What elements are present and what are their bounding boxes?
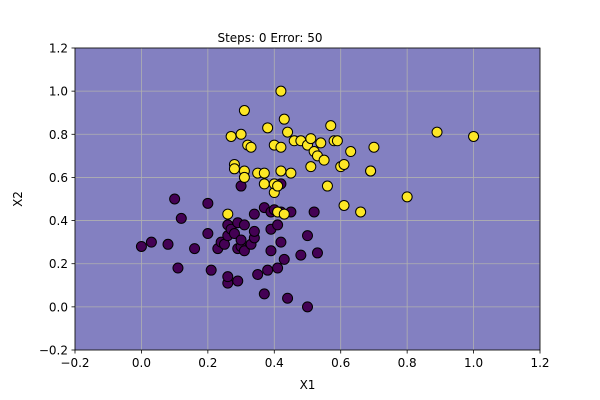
x-tick-label: 0.2 xyxy=(198,356,217,370)
data-point-class-1 xyxy=(315,137,327,149)
data-point-class-1 xyxy=(225,130,237,142)
data-point-class-1 xyxy=(278,113,290,125)
plot-background xyxy=(75,48,540,350)
data-point-class-0 xyxy=(172,262,184,274)
data-point-class-0 xyxy=(169,193,181,205)
x-tick-label: 0.4 xyxy=(265,356,284,370)
y-tick-label: 0.6 xyxy=(49,171,68,185)
x-tick-label: 1.0 xyxy=(464,356,483,370)
data-point-class-0 xyxy=(135,240,147,252)
y-tick-label: 0.4 xyxy=(49,214,68,228)
y-tick-label: −0.2 xyxy=(39,344,68,358)
plot-area: −0.2 0.0 0.2 0.4 0.6 0.8 1.0 1.2 −0.2 0.0 0.2 0.4 0.… xyxy=(39,42,550,371)
data-point-class-0 xyxy=(189,243,201,255)
data-point-class-0 xyxy=(202,228,214,240)
y-tick-label: 1.0 xyxy=(49,85,68,99)
data-point-class-1 xyxy=(258,167,270,179)
x-tick-label: 0.8 xyxy=(398,356,417,370)
y-tick-label: 0.2 xyxy=(49,257,68,271)
data-point-class-1 xyxy=(318,154,330,166)
data-point-class-1 xyxy=(431,126,443,138)
data-point-class-0 xyxy=(235,234,247,246)
data-point-class-1 xyxy=(305,161,317,173)
data-point-class-0 xyxy=(295,249,307,261)
data-point-class-0 xyxy=(258,288,270,300)
data-point-class-0 xyxy=(205,264,217,276)
data-point-class-0 xyxy=(248,225,260,237)
data-point-class-0 xyxy=(248,208,260,220)
data-point-class-0 xyxy=(265,245,277,257)
data-point-class-0 xyxy=(175,212,187,224)
data-point-class-1 xyxy=(325,120,337,132)
data-point-class-1 xyxy=(365,165,377,177)
y-tick-label: 0.8 xyxy=(49,128,68,142)
data-point-class-1 xyxy=(285,167,297,179)
data-point-class-1 xyxy=(222,208,234,220)
data-point-class-0 xyxy=(252,269,264,280)
data-point-class-1 xyxy=(275,141,287,153)
data-point-class-0 xyxy=(272,262,284,274)
data-point-class-0 xyxy=(232,275,244,287)
data-point-class-1 xyxy=(272,180,284,192)
data-point-class-0 xyxy=(302,301,313,313)
data-point-class-0 xyxy=(275,236,287,248)
data-point-class-0 xyxy=(272,219,284,231)
data-point-class-1 xyxy=(238,171,250,183)
data-point-class-1 xyxy=(238,105,250,117)
plot-frame xyxy=(74,47,541,351)
data-point-class-1 xyxy=(275,85,287,97)
chart-title: Steps: 0 Error: 50 xyxy=(217,31,322,45)
data-point-class-1 xyxy=(235,128,247,140)
data-point-class-1 xyxy=(278,208,290,220)
data-point-class-1 xyxy=(401,191,413,203)
data-point-class-0 xyxy=(262,264,274,276)
x-tick-label: 1.2 xyxy=(530,356,549,370)
y-axis-label: X2 xyxy=(11,191,25,207)
y-tick-label: 1.2 xyxy=(49,42,68,56)
data-point-class-0 xyxy=(202,197,214,209)
data-point-class-1 xyxy=(345,146,357,158)
x-tick-label: 0.0 xyxy=(132,356,151,370)
data-point-class-1 xyxy=(368,141,380,153)
data-point-class-1 xyxy=(245,141,257,153)
data-point-class-1 xyxy=(275,165,287,177)
data-point-class-1 xyxy=(258,178,270,190)
data-point-class-0 xyxy=(311,247,323,259)
data-point-class-0 xyxy=(282,292,294,304)
data-point-class-1 xyxy=(338,158,350,170)
data-point-class-0 xyxy=(228,228,240,240)
data-point-class-0 xyxy=(308,206,320,218)
data-point-class-0 xyxy=(145,236,157,248)
x-axis-label: X1 xyxy=(300,378,316,392)
x-tick-label: 0.6 xyxy=(331,356,350,370)
data-point-class-0 xyxy=(222,271,234,283)
data-point-class-1 xyxy=(355,206,367,218)
data-point-class-1 xyxy=(228,163,240,175)
data-point-class-0 xyxy=(302,230,313,242)
data-point-class-1 xyxy=(305,133,317,145)
data-point-class-0 xyxy=(238,245,250,257)
data-point-class-0 xyxy=(162,238,174,250)
data-point-class-1 xyxy=(468,130,480,142)
data-point-class-1 xyxy=(262,122,274,134)
data-point-class-0 xyxy=(278,253,290,265)
data-point-class-1 xyxy=(331,135,343,147)
data-point-class-1 xyxy=(321,180,333,192)
data-point-class-0 xyxy=(238,219,250,231)
data-point-class-1 xyxy=(282,126,294,138)
data-point-class-1 xyxy=(338,199,350,211)
x-tick-label: −0.2 xyxy=(60,356,89,370)
y-tick-label: 0.0 xyxy=(49,300,68,314)
